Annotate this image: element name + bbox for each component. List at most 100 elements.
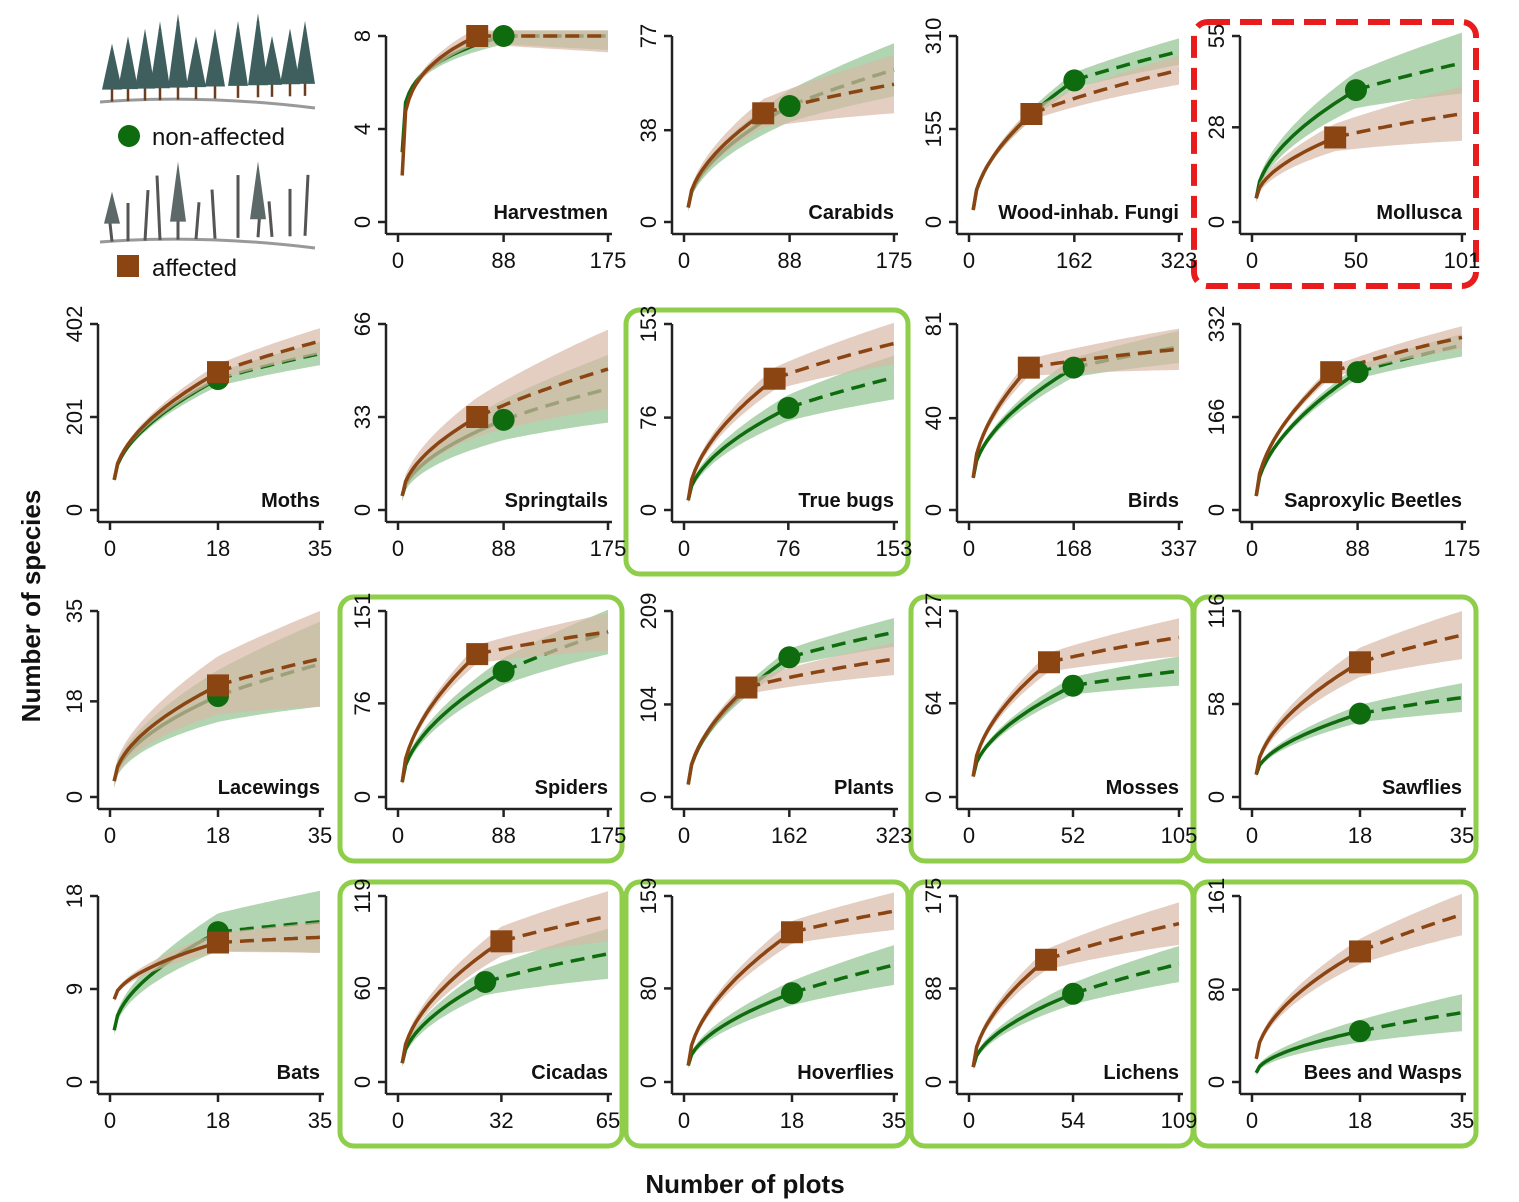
non-affected-observed-point (492, 25, 515, 47)
affected-extrapolation-line (791, 909, 895, 934)
panel-springtails: 0 88 175 0 33 66 Springtails (350, 312, 626, 561)
panel-wood-inhab-fungi: 0 162 323 0 155 310 Wood-inhab. Fungi (921, 18, 1197, 273)
non-affected-ci-band (973, 656, 1179, 779)
affected-observed-point (781, 921, 803, 944)
non-affected-interpolation-line (112, 377, 219, 481)
affected-ci-band (688, 643, 894, 787)
non-affected-observed-point (1349, 702, 1371, 725)
y-tick-label: 35 (62, 599, 87, 623)
y-tick-label: 55 (1204, 24, 1229, 48)
panel-spiders: 0 88 175 0 76 151 Spiders (350, 593, 626, 848)
x-tick-label: 88 (491, 248, 515, 273)
panel-saproxylic-beetles: 0 88 175 0 166 332 Saproxylic Beetles (1204, 306, 1480, 561)
non-affected-extrapolation-line (1359, 1010, 1463, 1033)
highlight-frames (337, 19, 1479, 1149)
y-tick-label: 80 (636, 976, 661, 1000)
affected-observed-point (466, 643, 489, 666)
x-tick-label: 0 (1246, 536, 1258, 561)
panel-sawflies: 0 18 35 0 58 116 Sawflies (1204, 593, 1474, 848)
affected-observed-point (207, 361, 229, 384)
y-tick-label: 0 (62, 504, 87, 516)
x-tick-label: 0 (678, 823, 690, 848)
non-affected-observed-point (1063, 69, 1086, 92)
non-affected-observed-point (1346, 361, 1369, 384)
x-tick-label: 175 (1444, 536, 1481, 561)
legend-affected-marker (117, 255, 139, 277)
non-affected-interpolation-line (400, 669, 505, 783)
x-tick-label: 175 (590, 823, 627, 848)
x-tick-label: 18 (206, 1108, 230, 1133)
affected-interpolation-line (686, 377, 776, 501)
affected-interpolation-line (971, 112, 1033, 211)
non-affected-observed-point (1062, 356, 1085, 379)
x-tick-label: 18 (1348, 823, 1372, 848)
non-affected-extrapolation-line (791, 963, 895, 995)
tree-crown (150, 21, 170, 89)
panel-title: Lacewings (218, 777, 320, 799)
affected-extrapolation-line (1359, 912, 1463, 954)
dead-tree-trunk (303, 174, 310, 236)
non-affected-extrapolation-line (1072, 669, 1180, 688)
non-affected-observed-point (778, 646, 801, 669)
panel-highlight-mollusca (1191, 19, 1479, 289)
affected-extrapolation-line (1045, 921, 1180, 962)
x-tick-label: 35 (308, 823, 332, 848)
affected-extrapolation-line (476, 630, 609, 656)
non-affected-extrapolation-line (1073, 49, 1180, 83)
panel-mosses: 0 52 105 0 64 127 Mosses (921, 593, 1197, 848)
panel-mollusca: 0 50 101 0 28 55 Mollusca (1204, 24, 1480, 273)
y-tick-label: 88 (921, 976, 946, 1000)
non-affected-ci-band (688, 945, 894, 1069)
affected-interpolation-line (1254, 370, 1333, 497)
non-affected-extrapolation-line (1355, 61, 1463, 92)
panel-title: Bees and Wasps (1304, 1062, 1462, 1084)
x-tick-label: 0 (1246, 248, 1258, 273)
x-tick-label: 323 (876, 823, 913, 848)
legend-affected-label: affected (152, 255, 237, 282)
y-tick-label: 161 (1204, 878, 1229, 915)
panel-title: Saproxylic Beetles (1284, 490, 1462, 512)
x-tick-label: 18 (1348, 1108, 1372, 1133)
x-tick-label: 65 (596, 1108, 620, 1133)
non-affected-observed-point (1062, 982, 1085, 1005)
affected-interpolation-line (686, 111, 765, 208)
panel-hoverflies: 0 18 35 0 80 159 Hoverflies (636, 878, 906, 1133)
affected-extrapolation-line (1048, 635, 1180, 664)
x-axis-label: Number of plots (645, 1169, 844, 1199)
panel-true-bugs: 0 76 153 0 76 153 True bugs (636, 306, 912, 561)
x-tick-label: 88 (491, 536, 515, 561)
y-tick-label: 151 (350, 593, 375, 630)
affected-observed-point (466, 25, 489, 47)
ground-line (99, 237, 316, 250)
non-affected-observed-point (492, 660, 515, 683)
tree-crown (186, 36, 206, 88)
panel-title: Cicadas (531, 1062, 608, 1084)
x-tick-label: 109 (1161, 1108, 1198, 1133)
x-tick-label: 35 (1450, 823, 1474, 848)
x-tick-label: 0 (104, 823, 116, 848)
non-affected-observed-point (474, 970, 497, 993)
y-tick-label: 0 (636, 504, 661, 516)
non-affected-interpolation-line (686, 991, 793, 1067)
panel-title: Moths (261, 490, 320, 512)
affected-extrapolation-line (762, 82, 895, 116)
y-axis-label: Number of species (16, 490, 46, 723)
panel-highlight-true-bugs (623, 307, 911, 577)
panel-highlight-bees-and-wasps (1191, 879, 1479, 1149)
x-tick-label: 0 (678, 1108, 690, 1133)
legend: non-affected affected (99, 13, 316, 282)
affected-extrapolation-line (1359, 633, 1463, 664)
panel-title: Bats (277, 1062, 320, 1084)
affected-observed-point (1038, 651, 1060, 674)
y-tick-label: 0 (921, 1076, 946, 1088)
affected-ci-band (973, 55, 1179, 213)
affected-interpolation-line (400, 939, 503, 1064)
non-affected-ci-band (973, 38, 1179, 213)
dead-tree-trunk (210, 189, 217, 239)
tree-crown (295, 20, 315, 84)
panel-title: Plants (834, 777, 894, 799)
y-tick-label: 0 (350, 216, 375, 228)
y-tick-label: 0 (1204, 1076, 1229, 1088)
x-tick-label: 88 (777, 248, 801, 273)
y-tick-label: 166 (1204, 399, 1229, 436)
